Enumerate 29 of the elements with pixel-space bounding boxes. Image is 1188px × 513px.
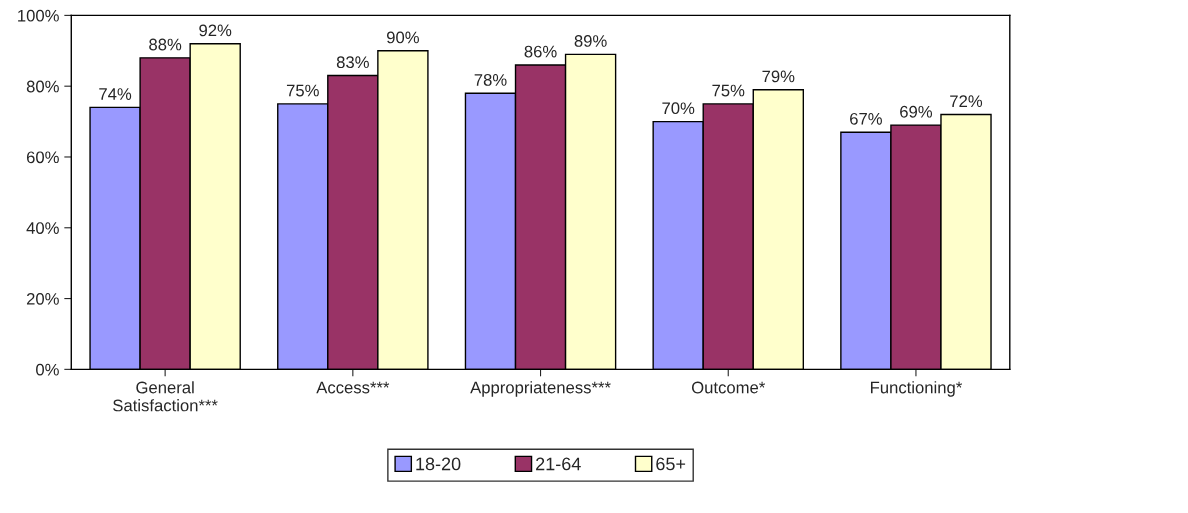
legend-label: 21-64 (536, 457, 581, 471)
data-label: 72% (950, 95, 983, 107)
legend-label: 18-20 (416, 457, 461, 471)
data-label: 69% (900, 105, 933, 118)
data-label: 86% (524, 45, 557, 58)
data-label: 88% (149, 38, 182, 51)
data-label: 89% (574, 35, 607, 47)
data-label: 79% (762, 70, 795, 83)
y-tick-label: 100% (18, 9, 59, 22)
y-tick-label: 0% (36, 363, 59, 376)
data-label: 83% (336, 56, 369, 69)
data-label: 74% (99, 88, 132, 100)
data-label: 75% (286, 84, 319, 97)
data-label: 75% (712, 84, 745, 97)
x-tick-label: Appropriateness*** (470, 381, 611, 397)
data-label: 78% (474, 74, 507, 86)
x-tick-label: Outcome* (691, 381, 766, 394)
y-tick-label: 80% (26, 80, 59, 93)
y-tick-label: 60% (26, 151, 59, 164)
data-label: 92% (199, 24, 232, 37)
data-label: 67% (850, 112, 882, 125)
legend-label: 65+ (656, 457, 686, 471)
data-label: 90% (386, 31, 419, 44)
x-tick-label: Access*** (316, 381, 390, 394)
y-tick-label: 20% (26, 292, 59, 305)
y-tick-label: 40% (26, 222, 59, 234)
x-tick-label: General Satisfaction*** (113, 381, 218, 412)
data-label: 70% (662, 102, 695, 115)
x-tick-label: Functioning* (870, 381, 963, 397)
